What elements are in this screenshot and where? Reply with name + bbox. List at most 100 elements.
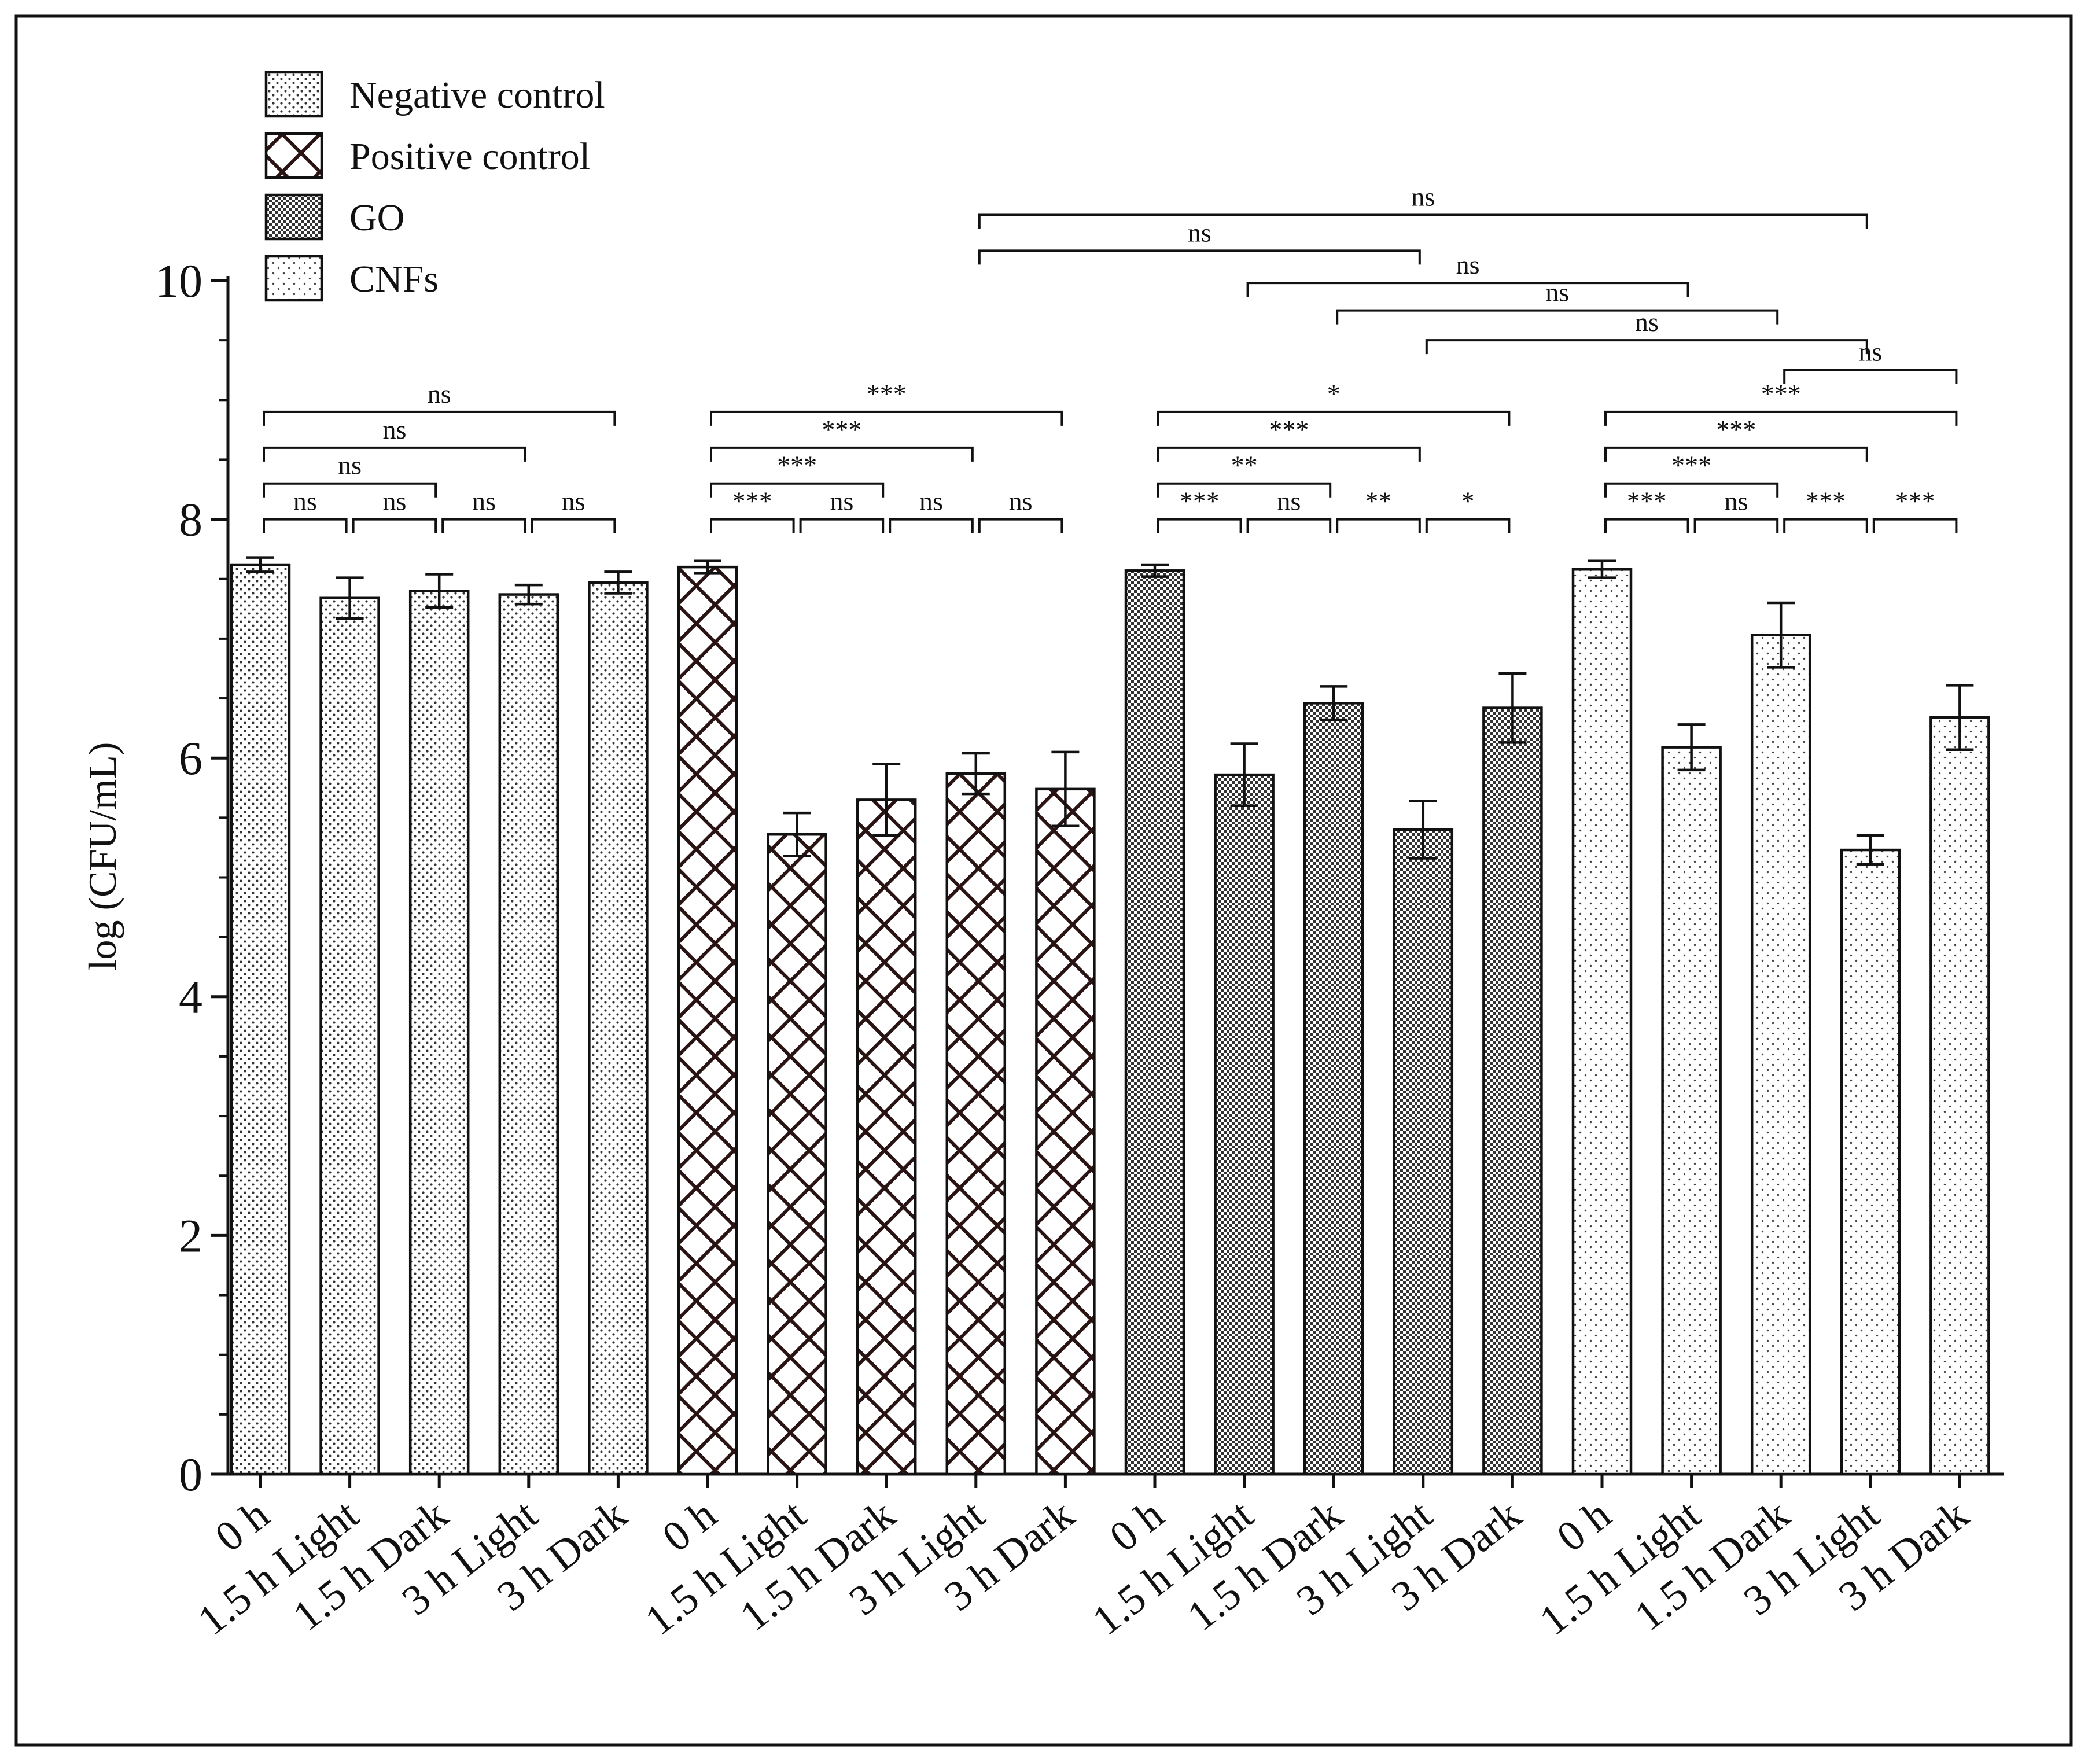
significance-label: ns bbox=[1456, 250, 1480, 279]
significance-bracket bbox=[1336, 309, 1779, 325]
significance-bracket bbox=[1425, 339, 1868, 355]
significance-label: *** bbox=[867, 379, 907, 408]
significance-label: *** bbox=[1806, 487, 1846, 516]
significance-label: *** bbox=[1671, 451, 1711, 480]
significance-bracket bbox=[1157, 446, 1421, 462]
legend-label: Negative control bbox=[349, 74, 605, 116]
legend-swatch bbox=[264, 71, 323, 118]
significance-label: ns bbox=[919, 487, 943, 516]
significance-label: ** bbox=[1231, 451, 1258, 480]
bar bbox=[498, 593, 559, 1476]
significance-label: ns bbox=[293, 487, 317, 516]
significance-bracket bbox=[978, 518, 1063, 533]
bar bbox=[1571, 568, 1633, 1476]
significance-bracket bbox=[263, 482, 437, 498]
significance-bracket bbox=[978, 249, 1421, 265]
significance-bracket bbox=[710, 446, 974, 462]
bar bbox=[856, 798, 917, 1476]
significance-label: *** bbox=[1761, 379, 1801, 408]
significance-label: ns bbox=[382, 415, 406, 444]
y-tick-label: 6 bbox=[179, 732, 202, 785]
significance-label: * bbox=[1327, 379, 1341, 408]
legend-label: GO bbox=[349, 197, 404, 239]
significance-bracket bbox=[1693, 518, 1779, 533]
significance-bracket bbox=[978, 213, 1868, 229]
significance-label: ** bbox=[1365, 487, 1392, 516]
legend-swatch bbox=[264, 255, 323, 302]
bar bbox=[319, 596, 380, 1476]
significance-bracket bbox=[263, 410, 616, 426]
bar bbox=[1482, 706, 1543, 1476]
bar bbox=[1035, 787, 1096, 1476]
significance-label: ns bbox=[472, 487, 496, 516]
significance-label: *** bbox=[822, 415, 861, 444]
significance-bracket bbox=[1604, 410, 1958, 426]
significance-bracket bbox=[1783, 369, 1958, 384]
bar bbox=[408, 590, 470, 1476]
significance-label: ns bbox=[338, 451, 362, 480]
significance-label: ns bbox=[1411, 182, 1435, 212]
significance-label: *** bbox=[1716, 415, 1756, 444]
significance-label: *** bbox=[1627, 487, 1667, 516]
figure-frame bbox=[14, 14, 2073, 1747]
significance-label: *** bbox=[1269, 415, 1309, 444]
significance-label: ns bbox=[830, 487, 853, 516]
y-tick-label: 0 bbox=[179, 1448, 202, 1501]
y-tick-label: 10 bbox=[155, 255, 202, 307]
significance-bracket bbox=[1246, 518, 1332, 533]
legend-label: Positive control bbox=[349, 135, 590, 178]
legend-label: CNFs bbox=[349, 258, 439, 300]
significance-label: ns bbox=[1858, 337, 1882, 367]
significance-label: ns bbox=[562, 487, 585, 516]
significance-label: * bbox=[1461, 487, 1475, 516]
legend-swatch bbox=[264, 193, 323, 241]
bar bbox=[1303, 702, 1364, 1476]
significance-label: ns bbox=[382, 487, 406, 516]
y-tick-label: 8 bbox=[179, 494, 202, 546]
significance-label: ns bbox=[428, 379, 451, 408]
significance-label: *** bbox=[1180, 487, 1220, 516]
bar bbox=[677, 565, 738, 1476]
significance-label: ns bbox=[1277, 487, 1301, 516]
significance-bracket bbox=[1604, 446, 1868, 462]
significance-bracket bbox=[889, 518, 974, 533]
significance-bracket bbox=[352, 518, 437, 533]
bar bbox=[230, 563, 291, 1476]
significance-bracket bbox=[1157, 518, 1242, 533]
y-axis-label: log (CFU/mL) bbox=[80, 742, 124, 971]
significance-bracket bbox=[441, 518, 526, 533]
significance-bracket bbox=[1604, 482, 1779, 498]
bar bbox=[1840, 848, 1901, 1476]
bar bbox=[767, 833, 827, 1476]
bar bbox=[1214, 773, 1275, 1476]
significance-label: *** bbox=[732, 487, 772, 516]
bar bbox=[1124, 569, 1185, 1476]
significance-bracket bbox=[1783, 518, 1868, 533]
significance-bracket bbox=[1425, 518, 1511, 533]
significance-bracket bbox=[1157, 410, 1511, 426]
significance-label: ns bbox=[1188, 218, 1211, 247]
significance-bracket bbox=[263, 446, 526, 462]
bar bbox=[1661, 746, 1722, 1476]
y-tick-label: 2 bbox=[179, 1209, 202, 1262]
significance-bracket bbox=[1872, 518, 1958, 533]
bar bbox=[1929, 716, 1990, 1476]
significance-label: *** bbox=[1895, 487, 1935, 516]
significance-bracket bbox=[531, 518, 616, 533]
significance-bracket bbox=[799, 518, 885, 533]
significance-label: ns bbox=[1635, 307, 1659, 337]
significance-bracket bbox=[710, 482, 885, 498]
significance-bracket bbox=[263, 518, 348, 533]
y-tick-label: 4 bbox=[179, 971, 202, 1023]
significance-bracket bbox=[710, 410, 1063, 426]
significance-label: ns bbox=[1724, 487, 1748, 516]
significance-bracket bbox=[1604, 518, 1689, 533]
significance-bracket bbox=[1246, 282, 1689, 297]
bar bbox=[945, 772, 1007, 1476]
bar bbox=[1750, 634, 1811, 1476]
significance-bracket bbox=[1336, 518, 1421, 533]
bar bbox=[588, 581, 649, 1476]
